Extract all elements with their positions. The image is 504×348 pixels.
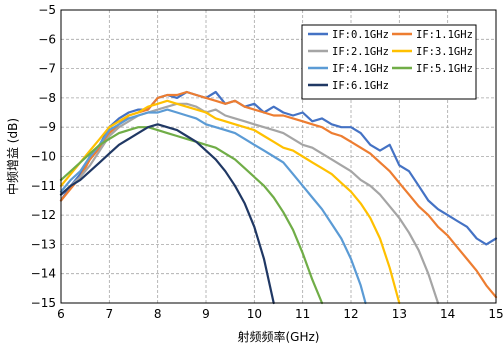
- x-axis-title: 射频频率(GHz): [238, 329, 320, 344]
- x-tick-label: 12: [343, 307, 358, 321]
- legend-label: IF:2.1GHz: [332, 46, 389, 58]
- legend-label: IF:4.1GHz: [332, 63, 389, 75]
- y-tick-label: −5: [38, 3, 56, 17]
- y-tick-label: −15: [31, 296, 56, 310]
- y-tick-label: −12: [31, 208, 56, 222]
- y-tick-label: −9: [38, 120, 56, 134]
- legend-label: IF:1.1GHz: [416, 29, 473, 41]
- legend-box: [301, 24, 477, 100]
- series-line-4: [59, 99, 401, 305]
- x-tick-label: 7: [106, 307, 114, 321]
- x-tick-label: 6: [57, 307, 65, 321]
- y-tick-label: −13: [31, 237, 56, 251]
- y-tick-label: −6: [38, 32, 56, 46]
- y-tick-label: −11: [31, 179, 56, 193]
- legend-label: IF:6.1GHz: [332, 80, 389, 92]
- legend-label: IF:0.1GHz: [332, 29, 389, 41]
- tick-layer: 6 7 8 9 10 11 12 13 14 15 −5 −6 −7 −8 −9 −10 −11 −12 −13 −1…: [31, 3, 504, 321]
- y-axis-title: 中频增益 (dB): [5, 118, 20, 195]
- legend: IF:0.1GHz IF:1.1GHz IF:2.1GHz IF:3.1GHz IF:4…: [301, 24, 477, 100]
- legend-label: IF:3.1GHz: [416, 46, 473, 58]
- x-tick-label: 8: [154, 307, 162, 321]
- y-tick-label: −8: [38, 91, 56, 105]
- series-line-6: [59, 126, 324, 305]
- x-tick-label: 13: [392, 307, 407, 321]
- legend-label: IF:5.1GHz: [416, 63, 473, 75]
- series-layer: [59, 90, 498, 305]
- x-tick-label: 10: [247, 307, 262, 321]
- series-line-1: [59, 90, 498, 246]
- x-tick-label: 11: [295, 307, 310, 321]
- y-tick-label: −7: [38, 62, 56, 76]
- y-tick-label: −10: [31, 150, 56, 164]
- plot-frame: [60, 9, 497, 304]
- series-line-5: [59, 108, 367, 305]
- x-tick-label: 14: [440, 307, 455, 321]
- series-line-7: [59, 123, 275, 305]
- y-tick-label: −14: [31, 267, 56, 281]
- series-line-3: [59, 102, 440, 305]
- x-tick-label: 15: [488, 307, 503, 321]
- x-tick-label: 9: [202, 307, 210, 321]
